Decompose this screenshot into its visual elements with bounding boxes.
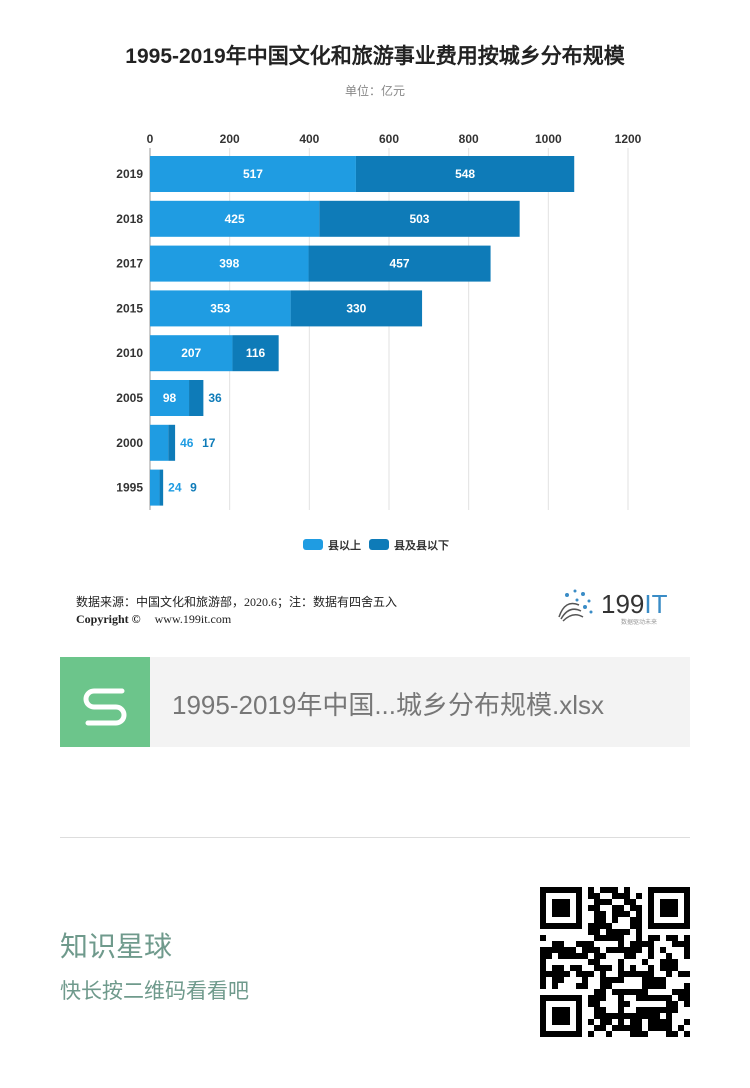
bar-segment xyxy=(308,245,491,282)
legend-label: 县以上 xyxy=(328,538,361,552)
bar-segment xyxy=(319,200,520,237)
file-name: 1995-2019年中国...城乡分布规模.xlsx xyxy=(172,690,605,720)
data-label: 457 xyxy=(390,257,410,271)
bar-segment xyxy=(150,335,233,372)
bar-segment xyxy=(159,469,164,506)
data-label: 98 xyxy=(163,391,177,405)
bar-segment xyxy=(150,156,356,192)
y-tick-label: 2000 xyxy=(116,436,143,450)
qr-code[interactable] xyxy=(540,887,690,1037)
bar-segment xyxy=(355,156,575,192)
divider xyxy=(60,837,690,838)
y-tick-label: 2010 xyxy=(116,346,143,360)
data-label: 24 xyxy=(168,481,182,495)
chart-unit: 单位：亿元 xyxy=(344,84,405,98)
bar-segment xyxy=(168,424,176,461)
bar-segment xyxy=(150,424,169,461)
x-tick-label: 200 xyxy=(220,132,240,146)
data-label: 425 xyxy=(225,212,245,226)
file-attachment[interactable]: 1995-2019年中国...城乡分布规模.xlsx xyxy=(60,657,690,747)
y-tick-label: 2019 xyxy=(116,167,143,181)
y-tick-label: 2018 xyxy=(116,212,143,226)
data-label: 17 xyxy=(202,436,216,450)
copyright: Copyright © www.199it.com xyxy=(76,612,231,627)
svg-text:199IT: 199IT xyxy=(601,589,668,619)
source-note: 数据来源：中国文化和旅游部，2020.6；注：数据有四舍五入 xyxy=(76,595,398,609)
y-tick-label: 2015 xyxy=(116,301,143,315)
x-tick-label: 800 xyxy=(459,132,479,146)
data-label: 9 xyxy=(190,481,197,495)
logo-tagline: 数据驱动未来 xyxy=(621,618,657,625)
chart-title: 1995-2019年中国文化和旅游事业费用按城乡分布规模 xyxy=(125,45,625,68)
data-label: 517 xyxy=(243,167,263,181)
promo-hint: 快长按二维码看看吧 xyxy=(60,980,249,1003)
bar-segment xyxy=(150,290,291,327)
199it-logo: 199IT 数据驱动未来 xyxy=(555,585,695,626)
x-tick-label: 400 xyxy=(299,132,319,146)
x-tick-label: 600 xyxy=(379,132,399,146)
y-tick-label: 1995 xyxy=(116,481,143,495)
bar-segment xyxy=(150,245,309,282)
promo-title: 知识星球 xyxy=(60,931,173,962)
bar-segment xyxy=(150,469,160,506)
bar-segment xyxy=(150,200,320,237)
data-label: 503 xyxy=(409,212,429,226)
data-label: 398 xyxy=(219,257,239,271)
data-label: 116 xyxy=(246,346,266,360)
legend-swatch xyxy=(369,539,389,550)
data-label: 36 xyxy=(208,391,222,405)
x-tick-label: 1200 xyxy=(615,132,642,146)
bar-chart: 0 200 400 600 800 1000 1200 2019 517 548 2018 425 50… xyxy=(116,132,642,552)
website-link[interactable]: www.199it.com xyxy=(154,612,232,626)
x-tick-label: 1000 xyxy=(535,132,562,146)
x-tick-label: 0 xyxy=(147,132,154,146)
data-label: 330 xyxy=(346,301,366,315)
bar-segment xyxy=(150,380,190,416)
copyright-label: Copyright © xyxy=(76,612,141,626)
data-label: 46 xyxy=(180,436,194,450)
legend-swatch xyxy=(303,539,323,550)
y-tick-label: 2005 xyxy=(116,391,143,405)
spreadsheet-s-icon xyxy=(60,657,150,747)
y-tick-label: 2017 xyxy=(116,257,143,271)
data-label: 353 xyxy=(210,301,230,315)
legend-label: 县及县以下 xyxy=(394,539,449,552)
bar-segment xyxy=(232,335,279,372)
bar-segment xyxy=(290,290,423,327)
bar-segment xyxy=(189,380,204,416)
data-label: 207 xyxy=(181,346,201,360)
data-label: 548 xyxy=(455,167,475,181)
